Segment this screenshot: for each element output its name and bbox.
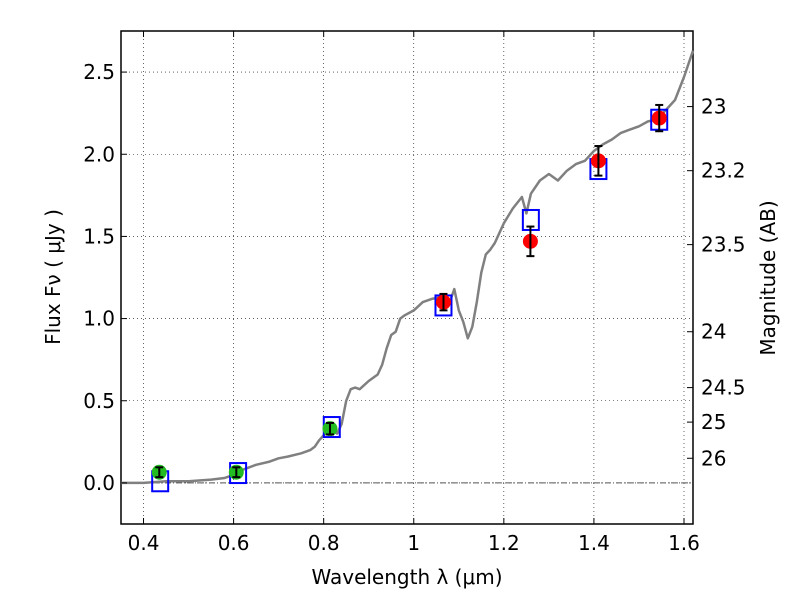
y-tick-label: 1.0 [83, 307, 115, 331]
right-tick-label: 23.2 [701, 159, 746, 183]
x-tick-label: 1 [407, 531, 420, 555]
y-tick-label: 1.5 [83, 224, 115, 248]
y-tick-label: 2.5 [83, 60, 115, 84]
y-tick-label: 2.0 [83, 142, 115, 166]
right-tick-label: 24 [701, 320, 726, 344]
right-tick-label: 23.5 [701, 233, 746, 257]
x-tick-label: 0.8 [308, 531, 340, 555]
right-tick-label: 24.5 [701, 376, 746, 400]
series-layer [121, 50, 695, 493]
y-tick-label: 0.0 [83, 471, 115, 495]
x-tick-label: 1.4 [578, 531, 610, 555]
ticks-layer: 0.4 0.6 0.8 1 1.2 1.4 1.6 0.0 0.5 1.0 1.5 2.0 2.5 23 2… [83, 31, 746, 555]
y-tick-label: 0.5 [83, 389, 115, 413]
x-tick-label: 0.6 [218, 531, 250, 555]
x-tick-label: 0.4 [128, 531, 160, 555]
right-axis-title: Magnitude (AB) [756, 200, 780, 355]
spectrum-line [121, 50, 695, 485]
right-tick-label: 25 [701, 410, 726, 434]
right-tick-label: 26 [701, 446, 726, 470]
x-tick-label: 1.6 [668, 531, 700, 555]
x-axis-title: Wavelength λ (μm) [311, 565, 502, 589]
y-axis-title: Flux Fν ( μJy ) [41, 209, 65, 345]
plot-frame [120, 30, 694, 525]
x-tick-label: 1.2 [488, 531, 520, 555]
grid [121, 31, 693, 524]
right-tick-label: 23 [701, 95, 726, 119]
